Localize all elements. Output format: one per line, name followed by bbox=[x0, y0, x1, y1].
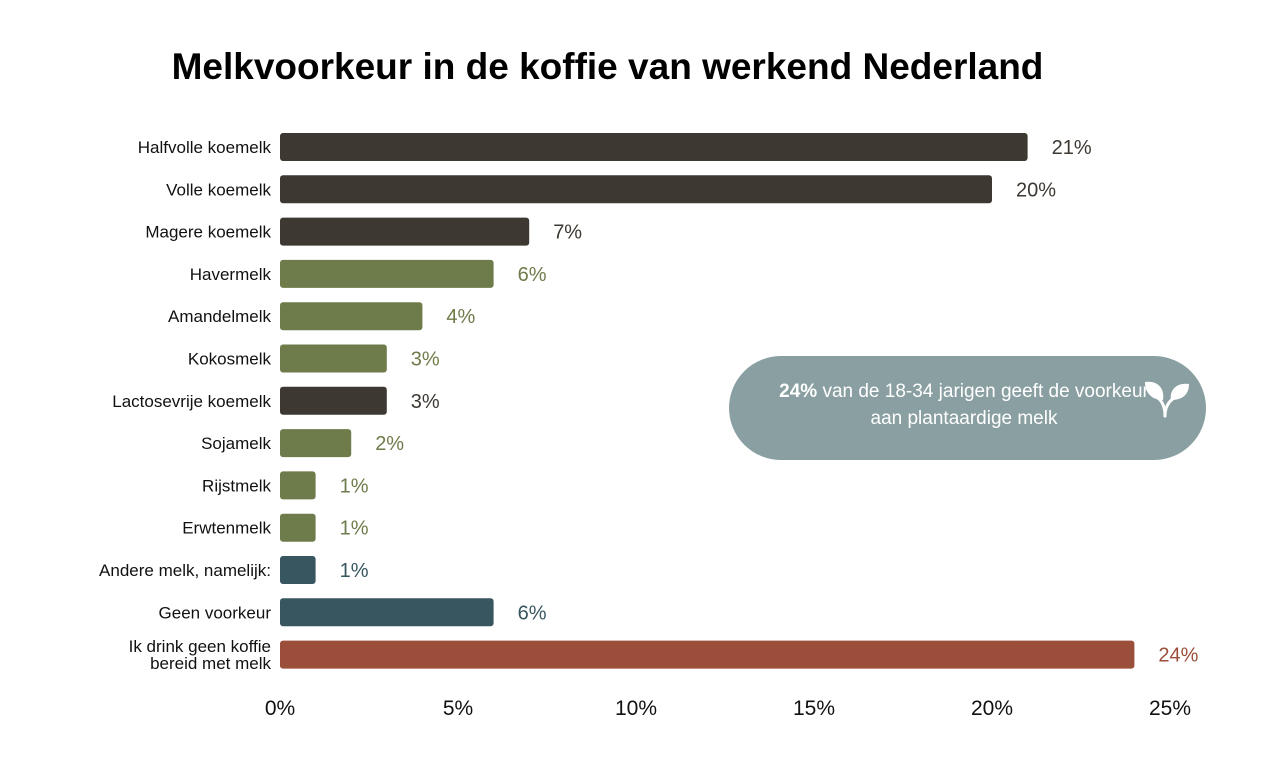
bar-0 bbox=[280, 133, 1028, 161]
category-label-4: Amandelmelk bbox=[168, 307, 271, 326]
bar-4 bbox=[280, 302, 423, 331]
chart-title: Melkvoorkeur in de koffie van werkend Ne… bbox=[171, 46, 1044, 87]
value-label-8: 1% bbox=[340, 475, 369, 497]
bar-12 bbox=[280, 640, 1135, 669]
value-label-4: 4% bbox=[446, 306, 475, 328]
bar-7 bbox=[280, 429, 352, 458]
x-tick-label-1: 5% bbox=[443, 697, 473, 720]
category-labels: Halfvolle koemelk Volle koemelk Magere koe… bbox=[99, 138, 271, 673]
category-label-6: Lactosevrije koemelk bbox=[112, 392, 271, 411]
callout-text: 24% van de 18-34 jarigen geeft de voorke… bbox=[779, 378, 1149, 432]
bars-layer bbox=[280, 133, 1135, 669]
category-label-7: Sojamelk bbox=[201, 434, 271, 453]
bar-1 bbox=[280, 175, 992, 204]
category-label-8: Rijstmelk bbox=[202, 476, 271, 495]
category-label-2: Magere koemelk bbox=[145, 223, 271, 242]
category-label-11: Geen voorkeur bbox=[159, 603, 272, 622]
value-label-2: 7% bbox=[553, 222, 582, 244]
value-label-1: 20% bbox=[1016, 179, 1056, 201]
category-label-1: Volle koemelk bbox=[166, 180, 271, 199]
category-label-0: Halfvolle koemelk bbox=[138, 138, 272, 157]
value-label-0: 21% bbox=[1052, 137, 1092, 159]
x-tick-label-2: 10% bbox=[615, 697, 657, 720]
category-label-5: Kokosmelk bbox=[188, 350, 272, 369]
value-labels: 21% 20% 7% 6% 4% 3% 3% 2% 1% 1% 1% 6% 24% bbox=[340, 137, 1199, 667]
value-label-9: 1% bbox=[340, 518, 369, 540]
bar-2 bbox=[280, 217, 530, 246]
bar-11 bbox=[280, 598, 494, 627]
bar-5 bbox=[280, 344, 387, 373]
bar-6 bbox=[280, 386, 387, 415]
callout-box: 24% van de 18-34 jarigen geeft de voorke… bbox=[729, 356, 1206, 460]
value-label-6: 3% bbox=[411, 391, 440, 413]
value-label-10: 1% bbox=[340, 560, 369, 582]
value-label-11: 6% bbox=[518, 602, 547, 624]
value-label-3: 6% bbox=[518, 264, 547, 286]
bar-3 bbox=[280, 259, 494, 288]
x-tick-label-5: 25% bbox=[1149, 697, 1191, 720]
value-label-7: 2% bbox=[375, 433, 404, 455]
callout-body: van de 18-34 jarigen geeft de voorkeur a… bbox=[817, 381, 1149, 429]
value-label-5: 3% bbox=[411, 349, 440, 371]
callout-highlight: 24% bbox=[779, 381, 818, 402]
x-tick-label-3: 15% bbox=[793, 697, 835, 720]
x-tick-label-0: 0% bbox=[265, 697, 295, 720]
x-tick-label-4: 20% bbox=[971, 697, 1013, 720]
bar-10 bbox=[280, 556, 316, 584]
category-label-9: Erwtenmelk bbox=[182, 519, 271, 538]
bar-9 bbox=[280, 513, 316, 542]
bar-8 bbox=[280, 471, 316, 500]
value-label-12: 24% bbox=[1158, 645, 1198, 667]
category-label-10: Andere melk, namelijk: bbox=[99, 561, 271, 580]
leaf-sprout-icon bbox=[1145, 381, 1189, 418]
category-label-3: Havermelk bbox=[190, 265, 272, 284]
x-axis-ticks: 0% 5% 10% 15% 20% 25% bbox=[265, 697, 1191, 720]
category-label-12: Ik drink geen koffie bereid met melk bbox=[129, 637, 272, 673]
